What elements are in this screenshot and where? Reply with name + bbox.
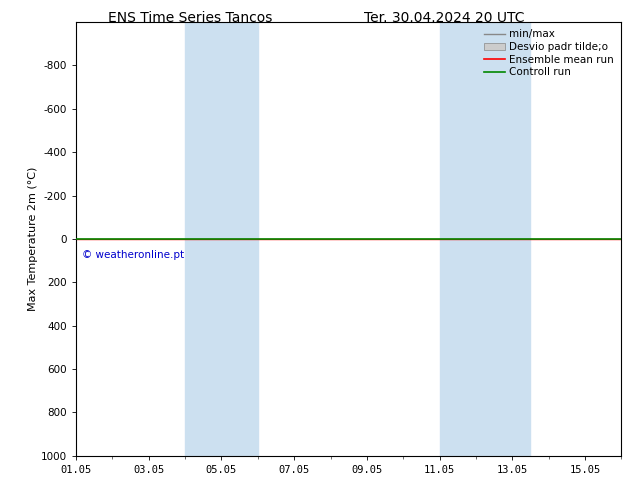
Bar: [439, 22, 531, 456]
Legend: min/max, Desvio padr tilde;o, Ensemble mean run, Controll run: min/max, Desvio padr tilde;o, Ensemble m…: [482, 27, 616, 79]
Text: Ter. 30.04.2024 20 UTC: Ter. 30.04.2024 20 UTC: [363, 11, 524, 25]
Text: © weatheronline.pt: © weatheronline.pt: [82, 250, 184, 260]
Y-axis label: Max Temperature 2m (°C): Max Temperature 2m (°C): [28, 167, 38, 311]
Text: ENS Time Series Tancos: ENS Time Series Tancos: [108, 11, 273, 25]
Bar: [185, 22, 258, 456]
